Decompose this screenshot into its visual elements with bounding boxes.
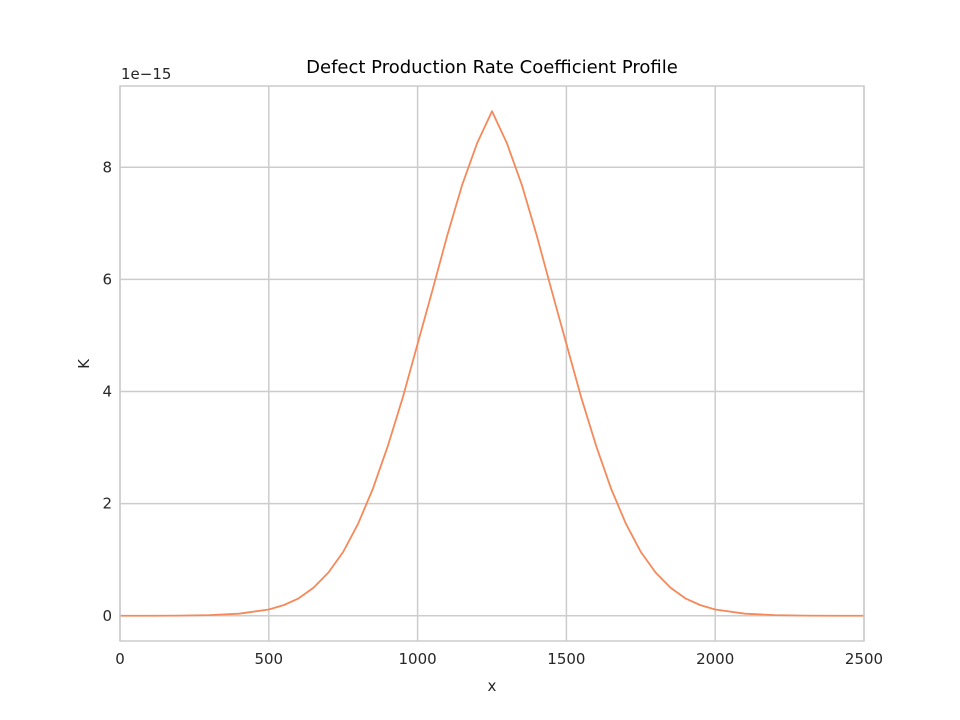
chart-title: Defect Production Rate Coefficient Profi… — [306, 57, 678, 78]
axes-frame — [119, 85, 865, 642]
y-tick-label: 8 — [102, 158, 112, 176]
y-tick-label: 2 — [102, 495, 112, 513]
x-tick-label: 2000 — [696, 650, 734, 668]
y-tick-label: 4 — [102, 383, 112, 401]
grid-lines — [119, 86, 865, 641]
x-tick-label: 500 — [254, 650, 283, 668]
y-tick-label: 0 — [102, 607, 112, 625]
axes — [119, 85, 865, 642]
x-axis-label: x — [488, 677, 497, 695]
y-axis-label: K — [75, 358, 93, 369]
series-line — [119, 110, 865, 617]
y-tick-label: 6 — [102, 270, 112, 288]
tick-labels: 0 500 1000 1500 2000 2500 0 2 4 6 8 — [102, 158, 883, 668]
x-tick-label: 0 — [115, 650, 125, 668]
x-tick-label: 1000 — [399, 650, 437, 668]
y-offset-label: 1e−15 — [121, 65, 171, 83]
plot-area — [119, 110, 865, 617]
x-tick-label: 1500 — [547, 650, 585, 668]
x-tick-label: 2500 — [845, 650, 883, 668]
